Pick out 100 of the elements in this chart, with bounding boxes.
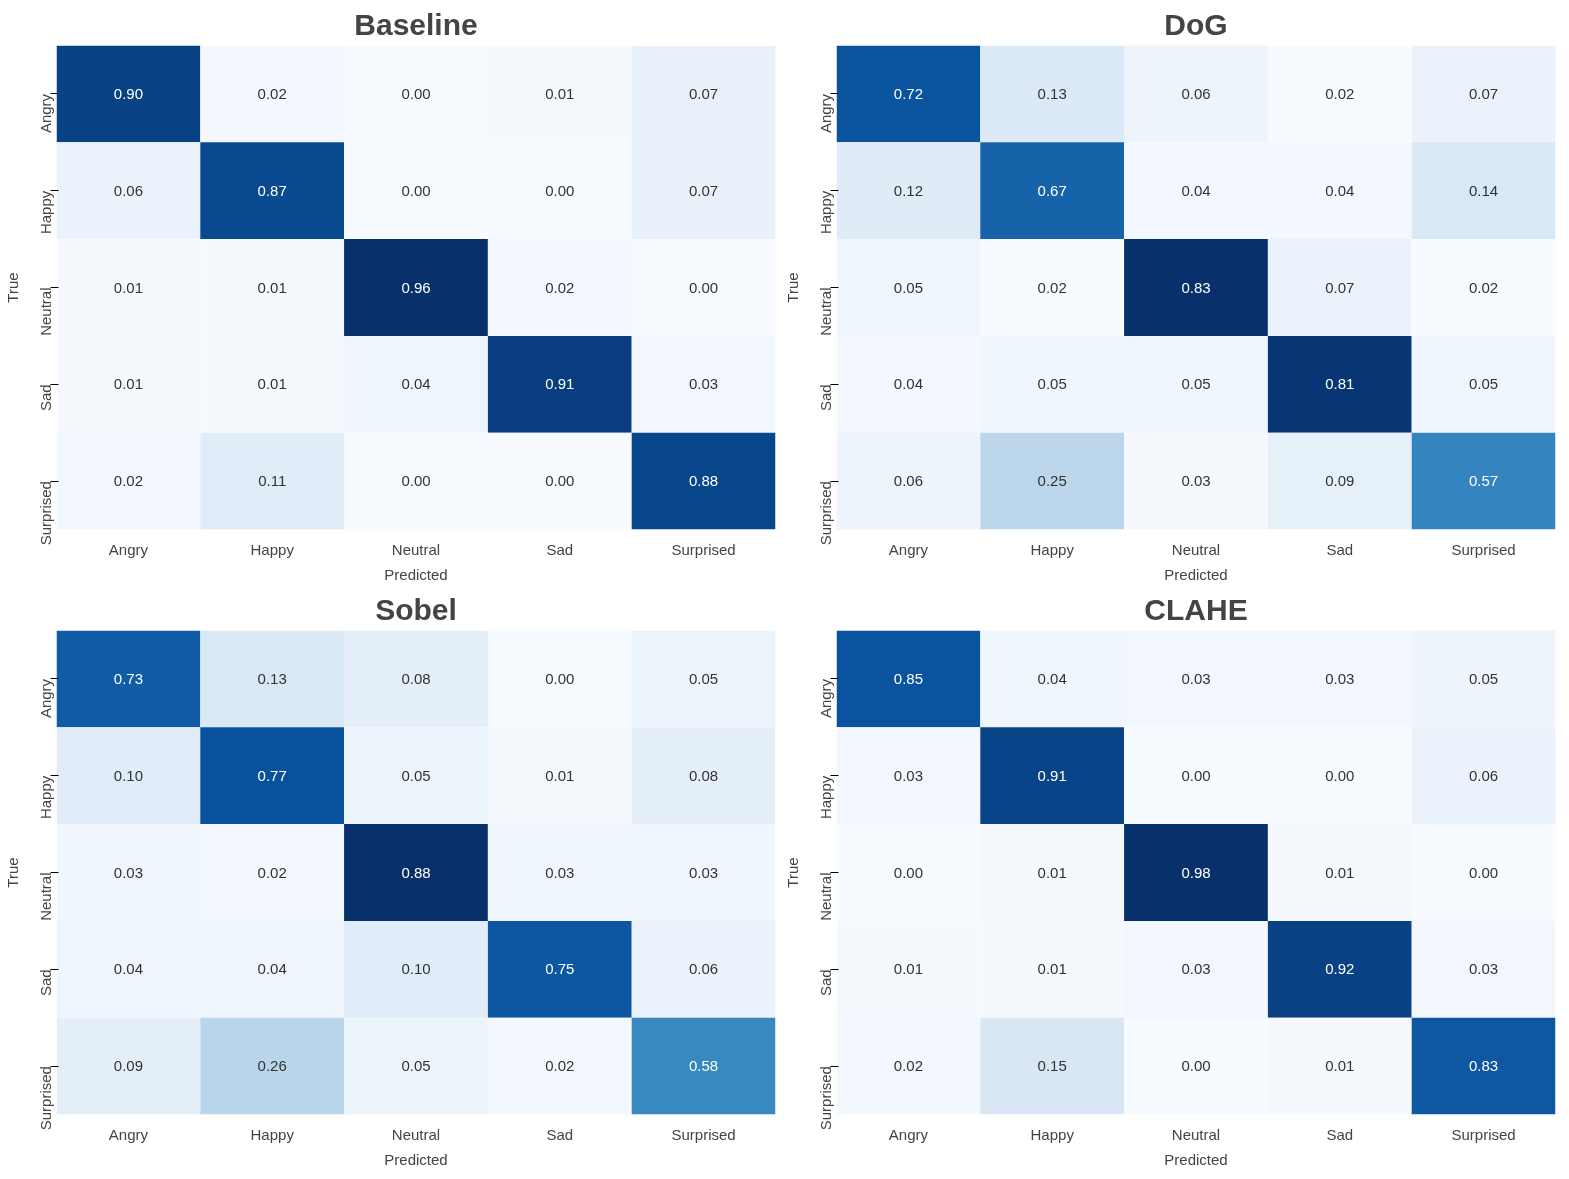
data-label: 0.91 [545, 375, 575, 393]
data-label: 0.02 [545, 278, 575, 296]
data-label: 0.03 [689, 375, 719, 393]
data-label: 0.00 [545, 472, 575, 490]
y-tick-label: Happy [817, 190, 834, 235]
data-label: 0.06 [893, 472, 924, 490]
x-tick-label: Happy [1030, 1125, 1075, 1143]
data-label: 0.00 [401, 472, 431, 490]
y-tick-label: Sad [817, 384, 834, 411]
data-label: 0.09 [113, 1057, 144, 1075]
data-label: 0.00 [1181, 766, 1211, 784]
data-label: 0.83 [1181, 278, 1211, 296]
x-tick-label: Neutral [391, 540, 441, 558]
data-label: 0.92 [1325, 960, 1355, 978]
data-label: 0.57 [1469, 472, 1499, 490]
data-label: 0.02 [1469, 278, 1499, 296]
data-label: 0.00 [893, 863, 924, 881]
data-label: 0.03 [1325, 669, 1355, 687]
data-label: 0.67 [1037, 181, 1067, 199]
data-label: 0.01 [893, 960, 924, 978]
data-label: 0.00 [401, 84, 431, 102]
data-label: 0.73 [113, 669, 144, 687]
y-tick-label: Angry [37, 678, 54, 719]
data-label: 0.58 [689, 1057, 719, 1075]
x-tick-label: Angry [888, 540, 929, 558]
data-label: 0.04 [401, 375, 431, 393]
data-label: 0.72 [893, 84, 924, 102]
data-label: 0.01 [1037, 863, 1067, 881]
data-label: 0.05 [1037, 375, 1067, 393]
data-label: 0.11 [258, 472, 287, 490]
data-label: 0.07 [1469, 84, 1499, 102]
data-label: 0.02 [1037, 278, 1067, 296]
data-label: 0.85 [893, 669, 924, 687]
y-axis-title: True [3, 857, 21, 888]
x-tick-label: Sad [546, 1125, 574, 1143]
x-tick-label: Surprised [1451, 540, 1516, 558]
data-label: 0.77 [257, 766, 287, 784]
x-tick-label: Surprised [1451, 1125, 1516, 1143]
data-label: 0.06 [113, 181, 144, 199]
y-tick-label: Angry [37, 93, 54, 134]
data-label: 0.00 [1469, 863, 1499, 881]
y-tick-label: Sad [37, 969, 54, 996]
x-axis-title: Predicted [384, 1150, 448, 1168]
data-label: 0.03 [1181, 472, 1211, 490]
data-label: 0.12 [893, 181, 924, 199]
x-tick-label: Happy [1030, 540, 1075, 558]
y-tick-label: Neutral [817, 872, 834, 921]
y-tick-label: Happy [817, 775, 834, 820]
data-label: 0.88 [401, 863, 431, 881]
data-label: 0.00 [1325, 766, 1355, 784]
data-label: 0.01 [257, 375, 287, 393]
y-tick-label: Sad [37, 384, 54, 411]
data-label: 0.02 [545, 1057, 575, 1075]
y-tick-label: Sad [817, 969, 834, 996]
data-label: 0.08 [689, 766, 719, 784]
data-label: 0.04 [113, 960, 144, 978]
data-label: 0.05 [401, 1057, 431, 1075]
data-label: 0.09 [1325, 472, 1355, 490]
data-label: 0.90 [113, 84, 144, 102]
x-tick-label: Neutral [1171, 1125, 1221, 1143]
x-tick-label: Happy [250, 540, 295, 558]
data-label: 0.07 [689, 181, 719, 199]
x-tick-label: Surprised [671, 1125, 736, 1143]
data-label: 0.14 [1469, 181, 1499, 199]
data-label: 0.01 [1325, 863, 1355, 881]
data-label: 0.10 [401, 960, 431, 978]
x-tick-label: Angry [888, 1125, 929, 1143]
x-axis-title: Predicted [1164, 1150, 1228, 1168]
data-label: 0.10 [113, 766, 144, 784]
y-axis-title: True [3, 272, 21, 303]
data-label: 0.03 [689, 863, 719, 881]
data-label: 0.05 [1181, 375, 1211, 393]
y-tick-label: Neutral [37, 287, 54, 336]
x-tick-label: Neutral [1171, 540, 1221, 558]
data-label: 0.00 [545, 669, 575, 687]
y-tick-label: Happy [37, 190, 54, 235]
data-label: 0.03 [545, 863, 575, 881]
data-label: 0.01 [545, 766, 575, 784]
data-label: 0.00 [545, 181, 575, 199]
chart-title: Baseline [354, 7, 478, 41]
data-label: 0.25 [1037, 472, 1067, 490]
data-label: 0.02 [113, 472, 144, 490]
data-label: 0.07 [689, 84, 719, 102]
chart-title: Sobel [375, 592, 457, 626]
data-label: 0.06 [1469, 766, 1499, 784]
data-label: 0.02 [257, 84, 287, 102]
data-label: 0.87 [257, 181, 287, 199]
y-tick-label: Neutral [37, 872, 54, 921]
x-tick-label: Neutral [391, 1125, 441, 1143]
data-label: 0.01 [257, 278, 287, 296]
data-label: 0.01 [1037, 960, 1067, 978]
data-label: 0.83 [1469, 1057, 1499, 1075]
data-label: 0.88 [689, 472, 719, 490]
data-label: 0.01 [1325, 1057, 1355, 1075]
data-label: 0.04 [257, 960, 287, 978]
data-label: 0.05 [401, 766, 431, 784]
data-label: 0.03 [113, 863, 144, 881]
data-label: 0.05 [1469, 669, 1499, 687]
data-label: 0.04 [893, 375, 924, 393]
x-tick-label: Sad [1326, 540, 1354, 558]
